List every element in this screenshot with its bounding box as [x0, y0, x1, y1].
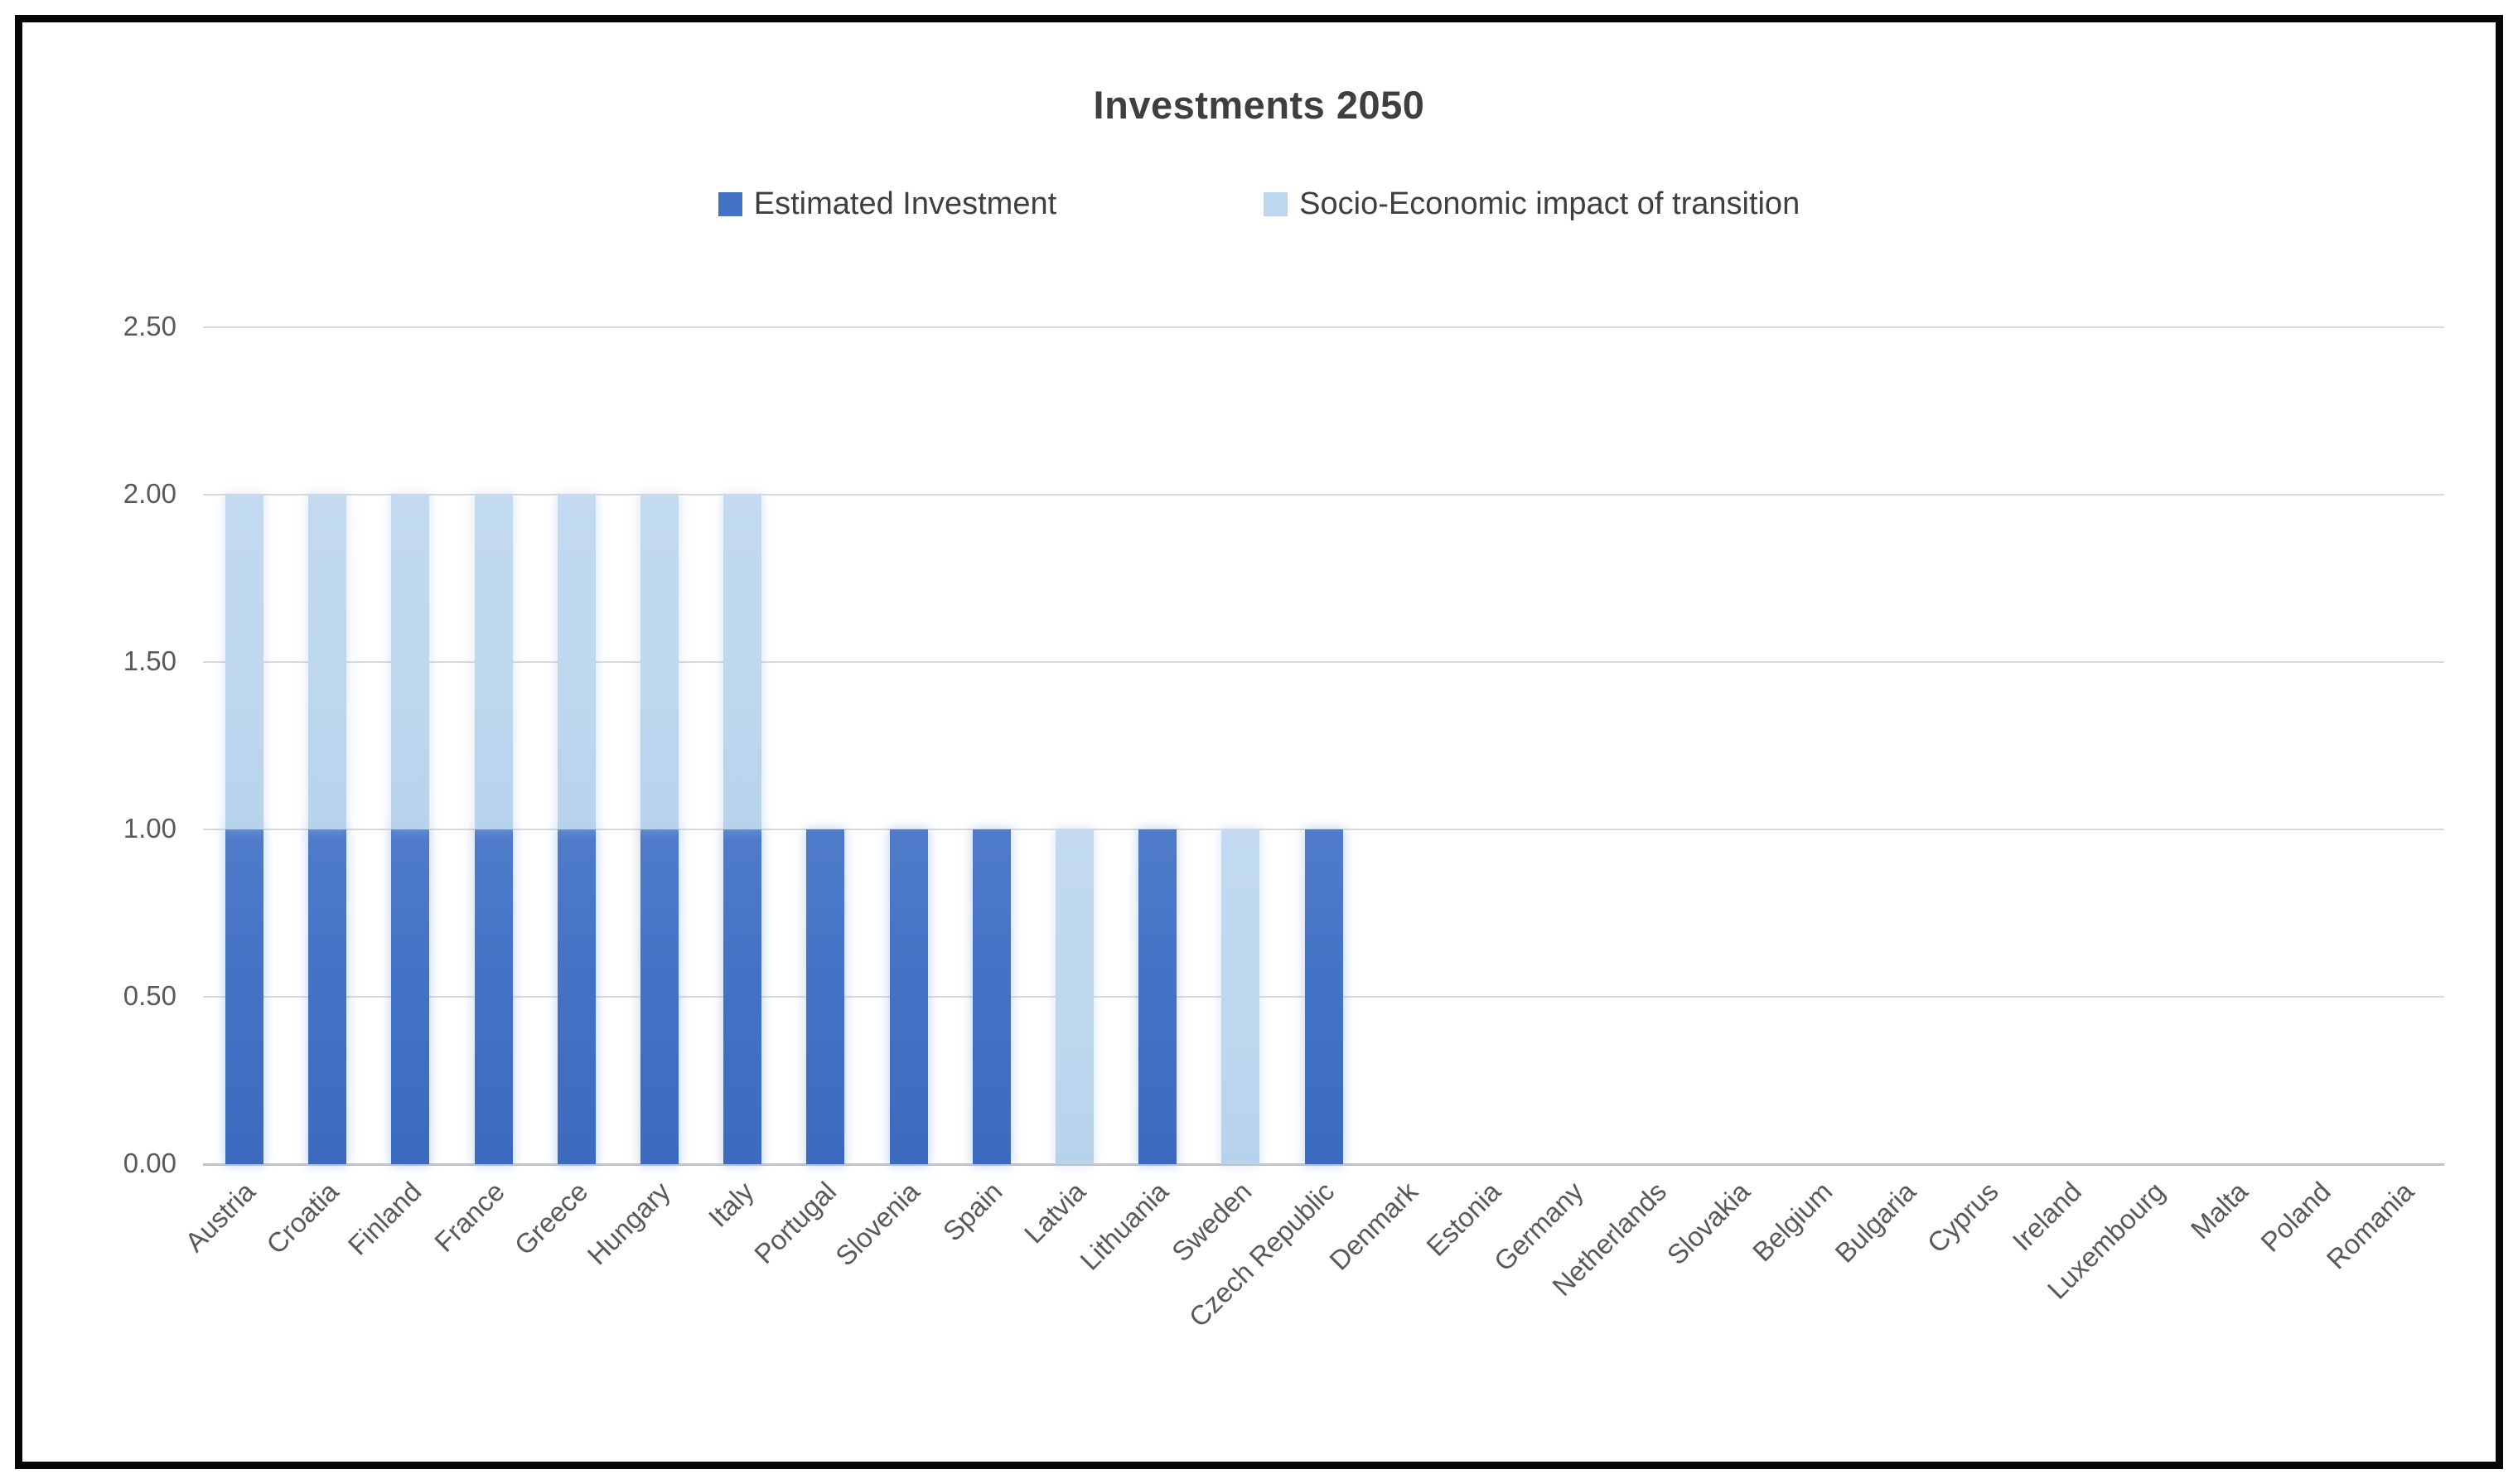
bar-segment-estimated-investment-slovenia: [889, 829, 928, 1164]
x-axis-tick-label: Poland: [2255, 1176, 2337, 1258]
x-axis-tick-label: Spain: [937, 1176, 1008, 1247]
legend: Estimated Investment Socio-Economic impa…: [22, 186, 2496, 222]
y-axis-tick-label: 0.00: [123, 1148, 176, 1178]
legend-item-estimated-investment: Estimated Investment: [718, 186, 1056, 222]
x-axis-tick-label: Portugal: [748, 1176, 843, 1270]
x-axis-line: [203, 1163, 2444, 1166]
x-axis-tick-label: Ireland: [2006, 1176, 2088, 1257]
x-axis-tick-label: Slovakia: [1660, 1176, 1756, 1271]
bar-segment-socio-economic-croatia: [308, 495, 347, 829]
bar-segment-socio-economic-austria: [225, 495, 264, 829]
x-axis-tick-label: Finland: [341, 1176, 428, 1261]
bar-segment-socio-economic-greece: [557, 495, 596, 829]
x-axis-tick-label: Croatia: [260, 1176, 345, 1260]
bar-segment-estimated-investment-france: [474, 829, 513, 1164]
bar-segment-socio-economic-sweden: [1221, 829, 1260, 1164]
bar-segment-estimated-investment-croatia: [308, 829, 347, 1164]
bar-segment-estimated-investment-lithuania: [1138, 829, 1177, 1164]
x-axis-tick-label: Bulgaria: [1829, 1176, 1921, 1269]
bar-segment-socio-economic-finland: [391, 495, 430, 829]
x-axis-tick-label: Slovenia: [829, 1176, 926, 1272]
x-axis-tick-label: Austria: [179, 1176, 262, 1258]
chart-frame: Investments 2050 Estimated Investment So…: [15, 15, 2503, 1469]
bar-segment-estimated-investment-greece: [557, 829, 596, 1164]
bar-segment-socio-economic-hungary: [640, 495, 679, 829]
x-axis-labels: Austria Croatia Finland France Greece Hungary…: [179, 1176, 2444, 1457]
y-axis-tick-label: 2.50: [123, 311, 176, 341]
x-axis-tick-label: Lithuania: [1074, 1176, 1175, 1276]
bar-segment-estimated-investment-hungary: [640, 829, 679, 1164]
y-axis-tick-label: 1.50: [123, 645, 176, 676]
x-axis-tick-label: Czech Republic: [1183, 1176, 1341, 1333]
legend-label-estimated-investment: Estimated Investment: [753, 186, 1057, 221]
bar-segment-socio-economic-latvia: [1055, 829, 1094, 1164]
bar-segment-estimated-investment-finland: [391, 829, 430, 1164]
plot-area: [203, 326, 2444, 1166]
x-axis-tick-label: Denmark: [1323, 1176, 1423, 1276]
legend-item-socio-economic: Socio-Economic impact of transition: [1264, 186, 1800, 222]
y-axis-tick-label: 0.50: [123, 980, 176, 1011]
x-axis-tick-label: Malta: [2184, 1176, 2254, 1245]
x-axis-tick-label: Hungary: [581, 1176, 677, 1271]
x-axis-tick-label: Romania: [2320, 1176, 2420, 1275]
legend-swatch-socio-economic: [1264, 192, 1288, 216]
legend-label-socio-economic: Socio-Economic impact of transition: [1299, 186, 1800, 221]
bar-segment-estimated-investment-austria: [225, 829, 264, 1164]
y-axis-tick-label: 1.00: [123, 813, 176, 844]
chart-title: Investments 2050: [1093, 83, 1425, 127]
gridline: [203, 661, 2444, 663]
x-axis-tick-label: Italy: [702, 1176, 760, 1233]
bar-segment-socio-economic-france: [474, 495, 513, 829]
y-axis-tick-label: 2.00: [123, 478, 176, 509]
x-axis-tick-label: Belgium: [1747, 1176, 1839, 1268]
bar-segment-estimated-investment-italy: [723, 829, 762, 1164]
y-axis-labels: 0.00 0.50 1.00 1.50 2.00 2.50: [22, 311, 176, 1178]
bar-segment-estimated-investment-czech-republic: [1304, 829, 1343, 1164]
gridline: [203, 494, 2444, 495]
gridline: [203, 326, 2444, 328]
bar-segment-estimated-investment-portugal: [806, 829, 845, 1164]
bar-segment-estimated-investment-spain: [972, 829, 1011, 1164]
x-axis-tick-label: Cyprus: [1921, 1176, 2005, 1259]
legend-swatch-estimated-investment: [718, 192, 742, 216]
x-axis-tick-label: France: [428, 1176, 510, 1258]
x-axis-tick-label: Latvia: [1017, 1176, 1092, 1250]
bar-segment-socio-economic-italy: [723, 495, 762, 829]
